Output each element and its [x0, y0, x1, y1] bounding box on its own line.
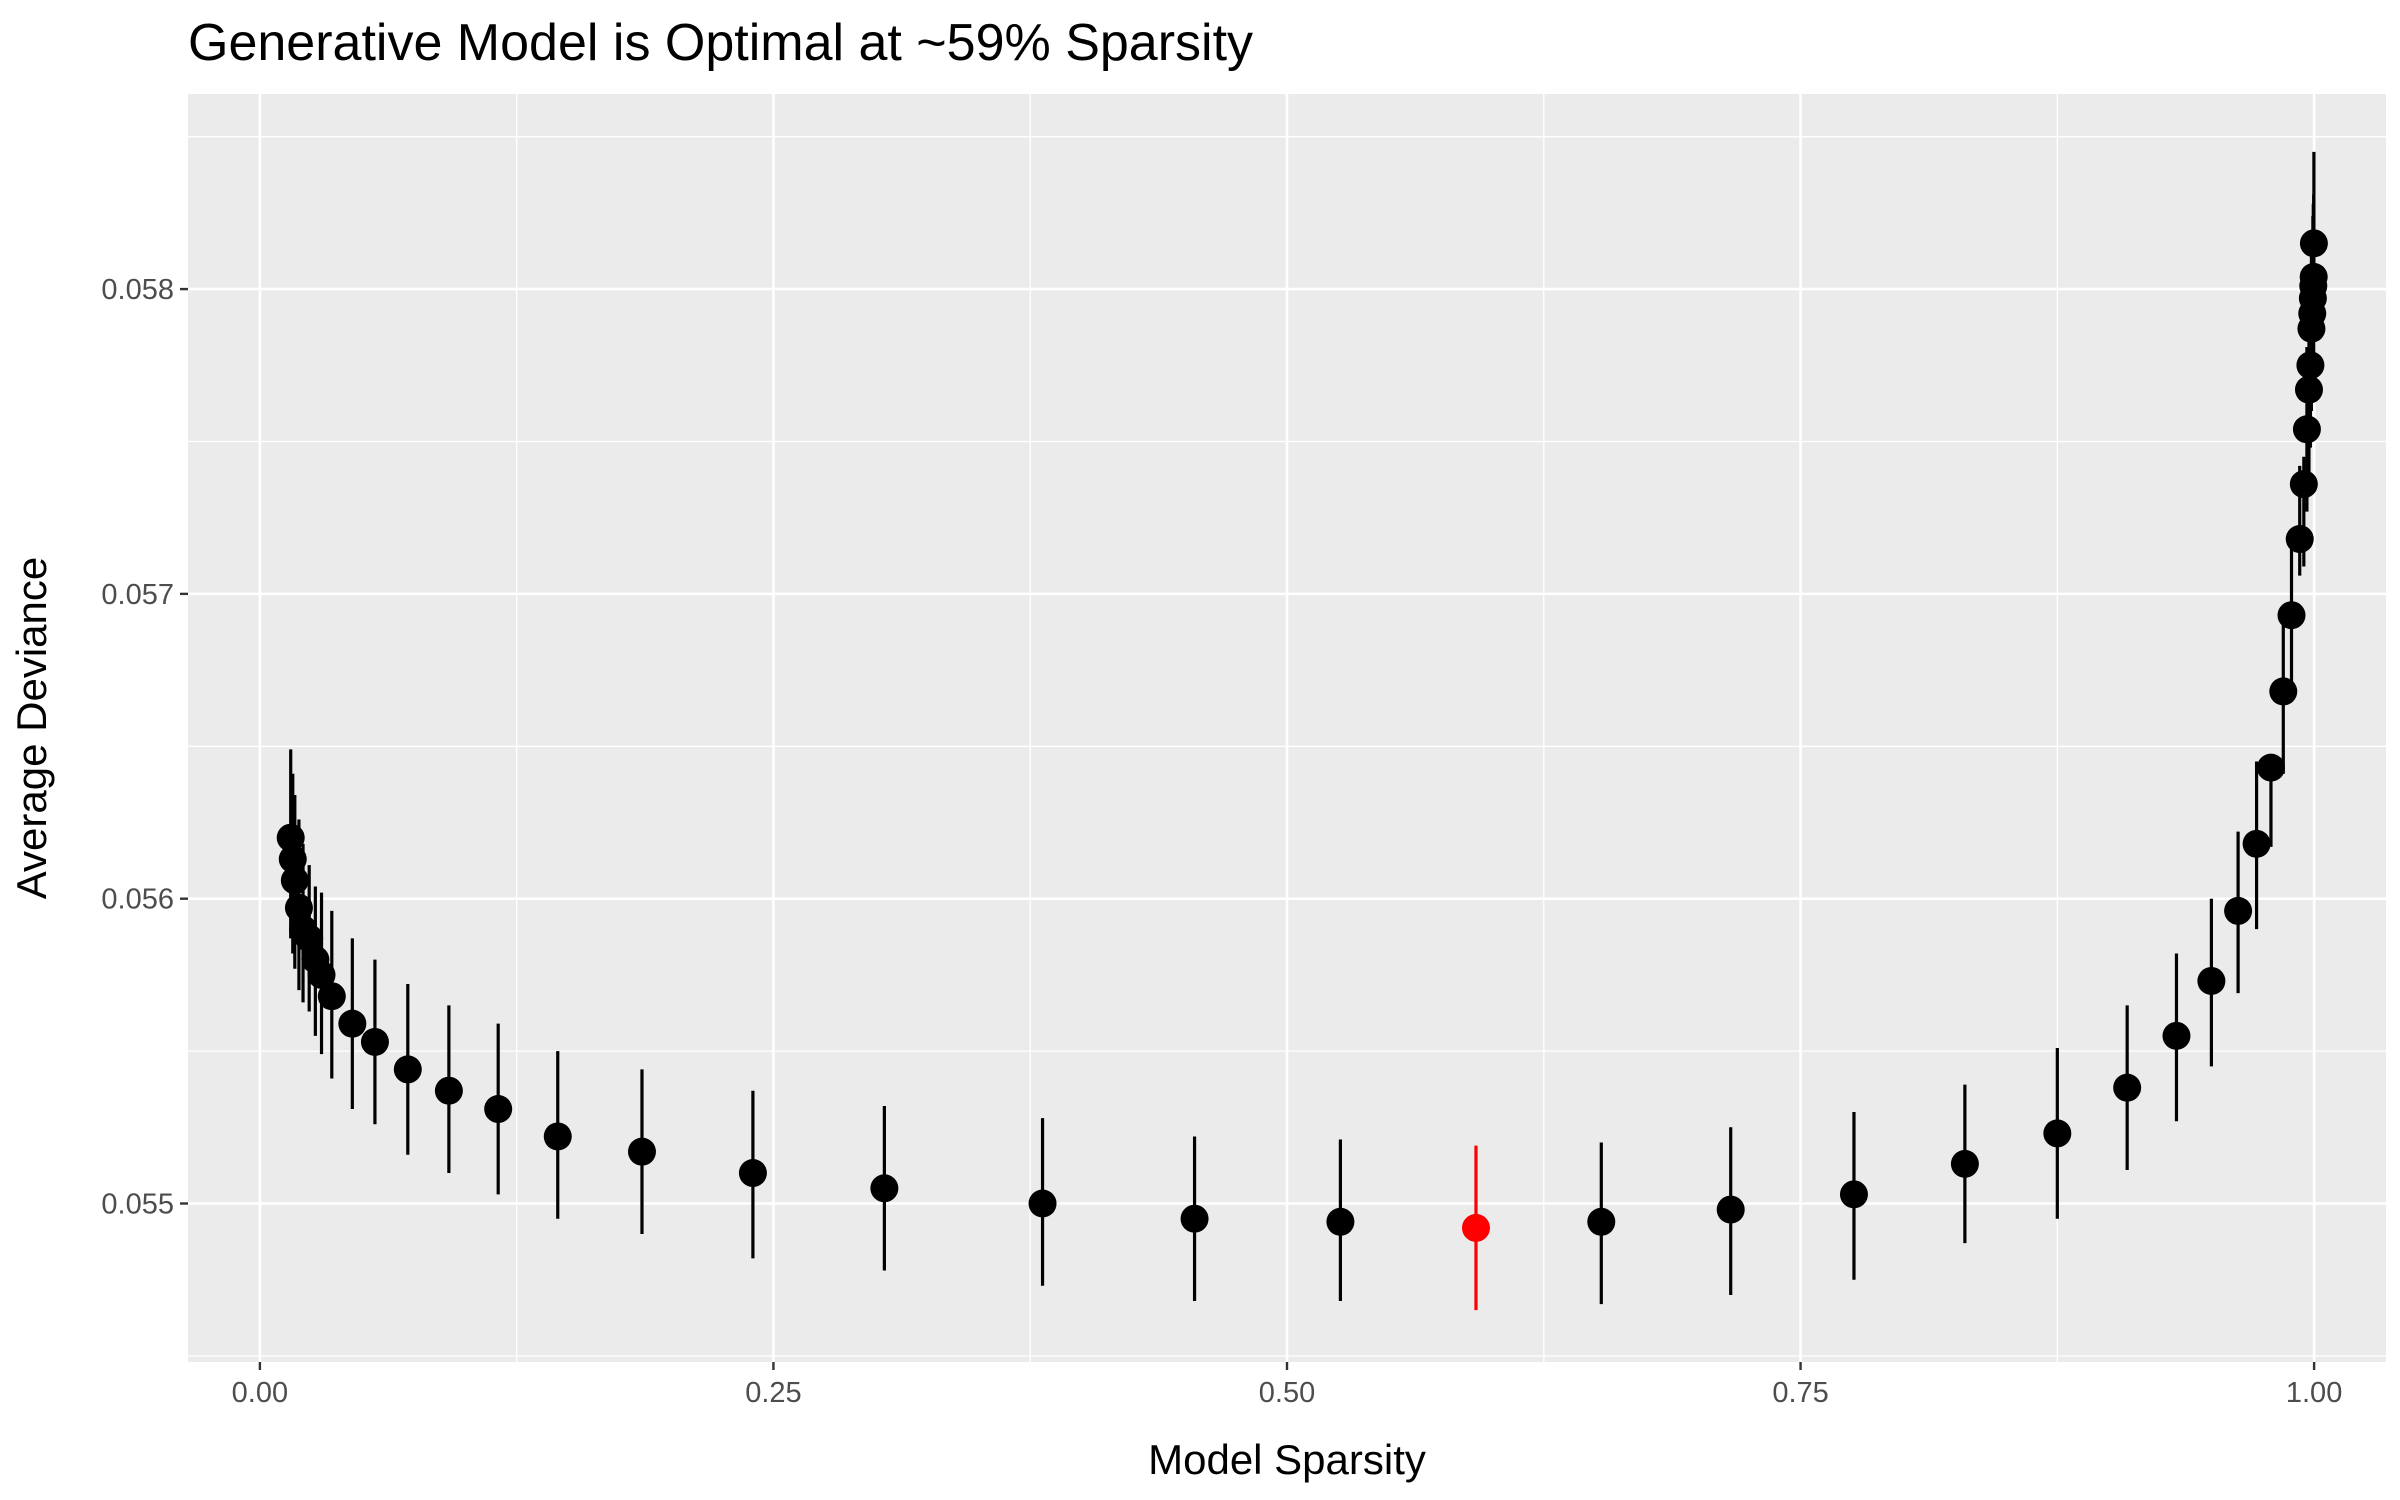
data-point: [284, 893, 313, 922]
data-point: [2277, 601, 2306, 630]
data-point: [1180, 1204, 1209, 1233]
data-point: [307, 960, 336, 989]
data-point: [1716, 1195, 1745, 1224]
y-tick-label: 0.057: [101, 579, 174, 611]
data-point: [360, 1027, 389, 1056]
data-point: [317, 982, 346, 1011]
data-point: [2224, 896, 2253, 925]
data-point: [2043, 1119, 2072, 1148]
data-point: [1587, 1207, 1616, 1236]
data-point: [434, 1076, 463, 1105]
data-point: [280, 866, 309, 895]
y-tick-label: 0.056: [101, 884, 174, 916]
data-point: [2299, 229, 2328, 258]
data-point: [2113, 1073, 2142, 1102]
data-point: [1950, 1149, 1979, 1178]
x-axis-title: Model Sparsity: [1148, 1436, 1426, 1483]
data-point: [2299, 262, 2328, 291]
x-tick-label: 0.00: [232, 1377, 288, 1409]
data-point: [2285, 525, 2314, 554]
major-gridlines: [188, 94, 2386, 1362]
data-point: [1839, 1180, 1868, 1209]
x-tick-label: 0.50: [1259, 1377, 1315, 1409]
y-axis-ticks: 0.055 0.056 0.057 0.058: [101, 274, 188, 1221]
y-axis-title: Average Deviance: [8, 557, 55, 899]
data-point: [543, 1122, 572, 1151]
chart-title: Generative Model is Optimal at ~59% Spar…: [188, 14, 1253, 72]
data-point: [295, 924, 324, 953]
data-point: [2256, 753, 2285, 782]
data-point: [1028, 1189, 1057, 1218]
data-point: [2242, 829, 2271, 858]
data-point: [2294, 375, 2323, 404]
y-tick-label: 0.055: [101, 1189, 174, 1221]
data-point: [627, 1137, 656, 1166]
data-point: [484, 1095, 513, 1124]
data-point: [2197, 966, 2226, 995]
data-point: [2289, 470, 2318, 499]
data-point: [2269, 677, 2298, 706]
x-tick-label: 1.00: [2286, 1377, 2342, 1409]
data-point: [1326, 1207, 1355, 1236]
x-axis-ticks: 0.00 0.25 0.50 0.75 1.00: [232, 1362, 2342, 1409]
x-tick-label: 0.75: [1772, 1377, 1828, 1409]
data-point: [278, 845, 307, 874]
data-point: [276, 823, 305, 852]
data-points: [276, 229, 2328, 1242]
x-tick-label: 0.25: [745, 1377, 801, 1409]
data-point: [2292, 415, 2321, 444]
data-point: [393, 1055, 422, 1084]
data-point: [338, 1009, 367, 1038]
y-tick-label: 0.058: [101, 274, 174, 306]
optimal-data-point: [1461, 1213, 1490, 1242]
data-point: [2296, 351, 2325, 380]
data-point: [2162, 1021, 2191, 1050]
data-point: [738, 1159, 767, 1188]
data-point: [870, 1174, 899, 1203]
